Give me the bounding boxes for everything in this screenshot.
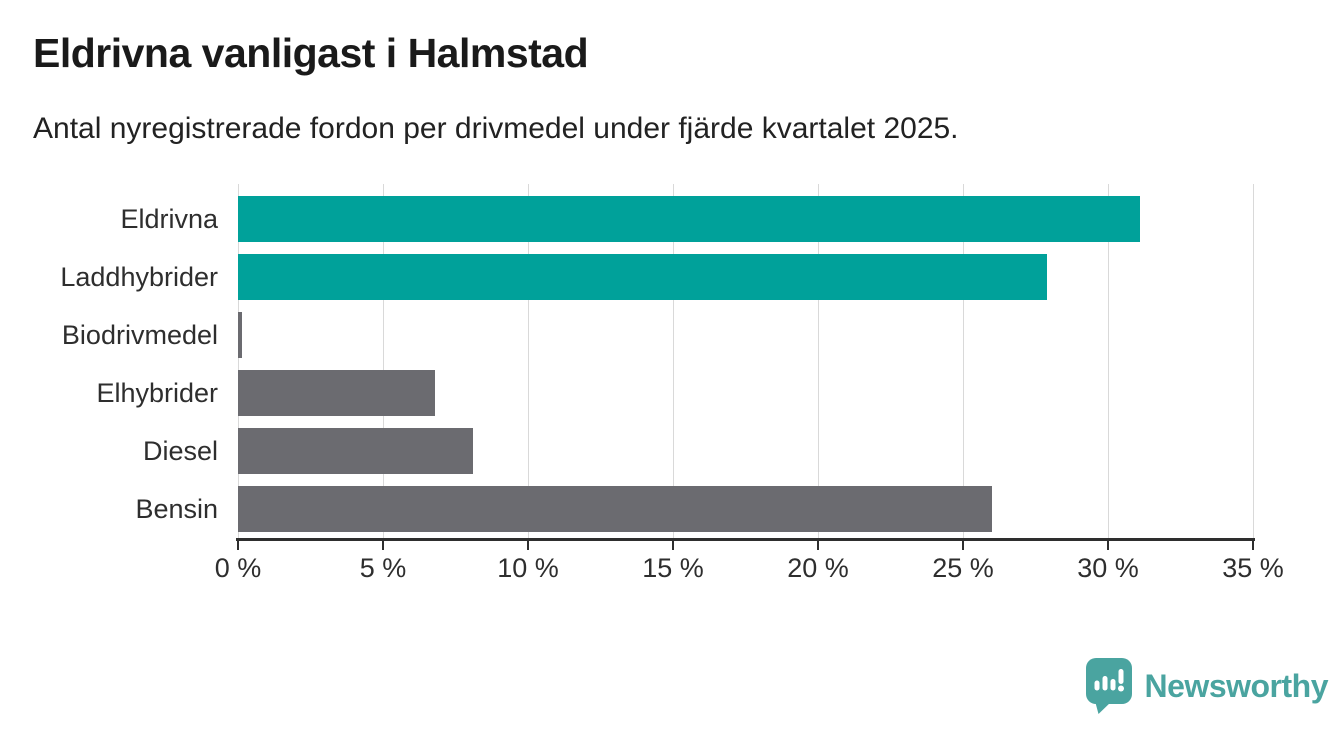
gridline-5 (383, 184, 384, 540)
x-tick-0 (237, 541, 239, 550)
category-label-bensin: Bensin (135, 493, 218, 524)
bar-series (238, 190, 1253, 538)
category-label-laddhybrider: Laddhybrider (60, 261, 218, 292)
chart-title: Eldrivna vanligast i Halmstad (33, 30, 589, 76)
chart-subtitle: Antal nyregistrerade fordon per drivmede… (33, 112, 959, 145)
bar-laddhybrider (238, 254, 1048, 300)
gridline-35 (1253, 184, 1254, 540)
bar-row (238, 190, 1253, 248)
x-tick-label-5: 5 % (359, 553, 407, 583)
category-label-diesel: Diesel (142, 435, 218, 466)
bar-row (238, 480, 1253, 538)
bar-row (238, 248, 1253, 306)
x-tick-5 (382, 541, 384, 550)
category-label-elhybrider: Elhybrider (96, 377, 218, 408)
x-tick-label-35: 35 % (1222, 553, 1284, 583)
gridline-15 (673, 184, 674, 540)
x-tick-label-25: 25 % (932, 553, 994, 583)
x-tick-35 (1252, 541, 1254, 550)
category-label-eldrivna: Eldrivna (120, 203, 218, 234)
bar-diesel (238, 428, 473, 474)
newsworthy-bubble-icon (1085, 658, 1132, 714)
x-tick-30 (1107, 541, 1109, 550)
newsworthy-wordmark: Newsworthy (1144, 667, 1329, 704)
bar-row (238, 306, 1253, 364)
newsworthy-logo: Newsworthy (1085, 657, 1329, 715)
bar-row (238, 422, 1253, 480)
x-tick-label-0: 0 % (214, 553, 262, 583)
x-axis-line (236, 538, 1255, 541)
x-tick-15 (672, 541, 674, 550)
x-tick-label-10: 10 % (497, 553, 559, 583)
x-tick-20 (817, 541, 819, 550)
plot-area (238, 184, 1254, 540)
x-tick-label-30: 30 % (1077, 553, 1139, 583)
gridline-30 (1108, 184, 1109, 540)
category-axis: Eldrivna Laddhybrider Biodrivmedel Elhybrid… (0, 190, 218, 538)
x-tick-label-15: 15 % (642, 553, 704, 583)
bar-eldrivna (238, 196, 1140, 242)
x-tick-25 (962, 541, 964, 550)
category-label-biodrivmedel: Biodrivmedel (61, 319, 218, 350)
bar-bensin (238, 486, 992, 532)
gridline-0 (238, 184, 239, 540)
bar-biodrivmedel (238, 312, 243, 358)
gridline-25 (963, 184, 964, 540)
gridline-20 (818, 184, 819, 540)
bar-elhybrider (238, 370, 436, 416)
x-tick-10 (527, 541, 529, 550)
x-tick-label-20: 20 % (787, 553, 849, 583)
gridline-10 (528, 184, 529, 540)
bar-row (238, 364, 1253, 422)
